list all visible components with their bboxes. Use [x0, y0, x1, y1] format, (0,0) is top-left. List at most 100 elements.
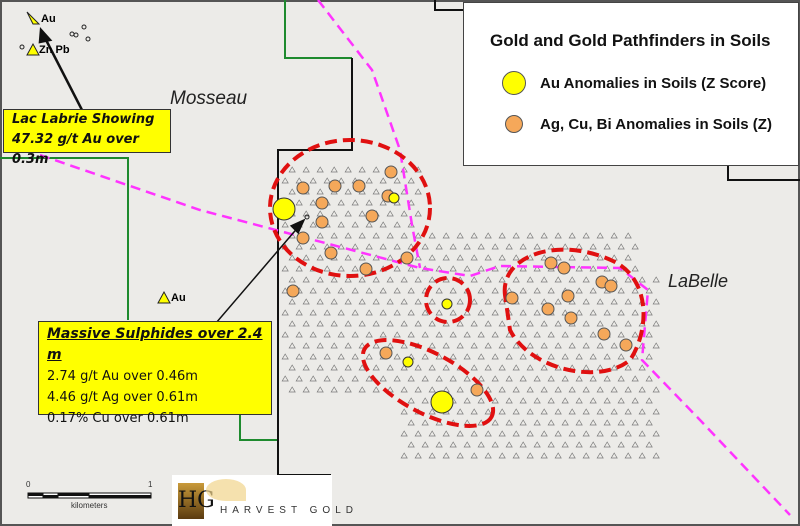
soil-sample-triangle [400, 320, 408, 327]
pathfinder-anomaly-point [564, 311, 578, 325]
pathfinder-anomaly-point [597, 327, 611, 341]
soil-sample-triangle [610, 298, 618, 305]
soil-sample-triangle [610, 430, 618, 437]
occurrence-triangle-icon [26, 42, 40, 56]
soil-sample-triangle [589, 353, 597, 360]
soil-sample-triangle [407, 441, 415, 448]
soil-sample-triangle [400, 276, 408, 283]
callout-lac-labrie: Lac Labrie Showing 47.32 g/t Au over 0.3… [3, 109, 171, 167]
soil-sample-triangle [533, 309, 541, 316]
soil-sample-triangle [519, 309, 527, 316]
soil-sample-triangle [519, 265, 527, 272]
soil-sample-triangle [351, 221, 359, 228]
soil-sample-triangle [561, 441, 569, 448]
soil-sample-triangle [386, 298, 394, 305]
au-anomaly-point [272, 197, 296, 221]
soil-sample-triangle [624, 408, 632, 415]
soil-sample-triangle [428, 320, 436, 327]
soil-sample-triangle [540, 452, 548, 459]
soil-sample-triangle [498, 408, 506, 415]
soil-sample-triangle [512, 276, 520, 283]
road [317, 0, 422, 269]
soil-sample-triangle [575, 353, 583, 360]
soil-sample-triangle [309, 353, 317, 360]
soil-sample-triangle [477, 309, 485, 316]
soil-sample-triangle [288, 298, 296, 305]
place-label-labelle: LaBelle [668, 271, 729, 291]
soil-sample-triangle [302, 276, 310, 283]
soil-sample-triangle [386, 210, 394, 217]
soil-sample-triangle [351, 265, 359, 272]
soil-sample-triangle [316, 232, 324, 239]
soil-sample-triangle [435, 353, 443, 360]
soil-sample-triangle [498, 276, 506, 283]
soil-sample-triangle [435, 287, 443, 294]
soil-sample-triangle [372, 364, 380, 371]
soil-sample-triangle [631, 287, 639, 294]
soil-sample-triangle [288, 188, 296, 195]
soil-sample-triangle [526, 298, 534, 305]
soil-sample-triangle [344, 342, 352, 349]
pathfinder-anomaly-point [296, 181, 310, 195]
occurrence-triangle-icon [26, 11, 41, 25]
soil-sample-triangle [316, 320, 324, 327]
soil-sample-triangle [344, 276, 352, 283]
pathfinder-anomaly-point [544, 256, 558, 270]
soil-sample-triangle [638, 364, 646, 371]
soil-sample-triangle [645, 419, 653, 426]
soil-sample-triangle [617, 375, 625, 382]
orange-circle-icon [505, 115, 523, 133]
soil-sample-triangle [442, 364, 450, 371]
soil-sample-triangle [540, 276, 548, 283]
soil-sample-triangle [344, 364, 352, 371]
claim-boundaries [0, 0, 352, 441]
pathfinder-anomaly-point [296, 231, 310, 245]
soil-sample-triangle [337, 221, 345, 228]
soil-sample-triangle [554, 298, 562, 305]
soil-sample-triangle [561, 331, 569, 338]
soil-sample-triangle [631, 419, 639, 426]
soil-sample-triangle [533, 287, 541, 294]
soil-sample-triangle [533, 265, 541, 272]
soil-sample-triangle [414, 188, 422, 195]
soil-sample-triangle [372, 342, 380, 349]
soil-sample-triangle [449, 331, 457, 338]
claim-boundary [0, 157, 129, 320]
soil-sample-triangle [547, 397, 555, 404]
soil-sample-triangle [470, 298, 478, 305]
soil-sample-triangle [547, 331, 555, 338]
soil-sample-triangle [617, 419, 625, 426]
soil-sample-triangle [344, 298, 352, 305]
soil-sample-triangle [337, 265, 345, 272]
soil-sample-triangle [344, 254, 352, 261]
soil-sample-triangle [435, 331, 443, 338]
soil-sample-triangle [610, 408, 618, 415]
soil-sample-triangle [372, 276, 380, 283]
soil-sample-triangle [477, 441, 485, 448]
occurrence-symbols [19, 11, 310, 304]
soil-sample-triangle [365, 375, 373, 382]
soil-sample-triangle [617, 243, 625, 250]
soil-sample-triangle [575, 287, 583, 294]
soil-sample-triangle [610, 320, 618, 327]
soil-sample-triangle [295, 375, 303, 382]
soil-sample-triangle [400, 232, 408, 239]
soil-sample-triangle [540, 232, 548, 239]
soil-sample-triangle [631, 309, 639, 316]
soil-sample-triangle [428, 386, 436, 393]
soil-sample-triangle [603, 397, 611, 404]
soil-sample-triangle [505, 353, 513, 360]
soil-sample-triangle [491, 287, 499, 294]
soil-sample-triangle [442, 254, 450, 261]
soil-sample-triangle [568, 452, 576, 459]
soil-sample-triangle [596, 386, 604, 393]
soil-sample-triangle [414, 386, 422, 393]
legend-item-pathfinder: Ag, Cu, Bi Anomalies in Soils (Z) [502, 115, 772, 133]
anomaly-outline [268, 138, 432, 278]
soil-sample-triangle [428, 408, 436, 415]
soil-sample-triangle [582, 364, 590, 371]
scale-bar-graphic [27, 492, 152, 499]
soil-sample-triangle [456, 254, 464, 261]
soil-sample-triangle [617, 353, 625, 360]
soil-sample-triangle [400, 430, 408, 437]
